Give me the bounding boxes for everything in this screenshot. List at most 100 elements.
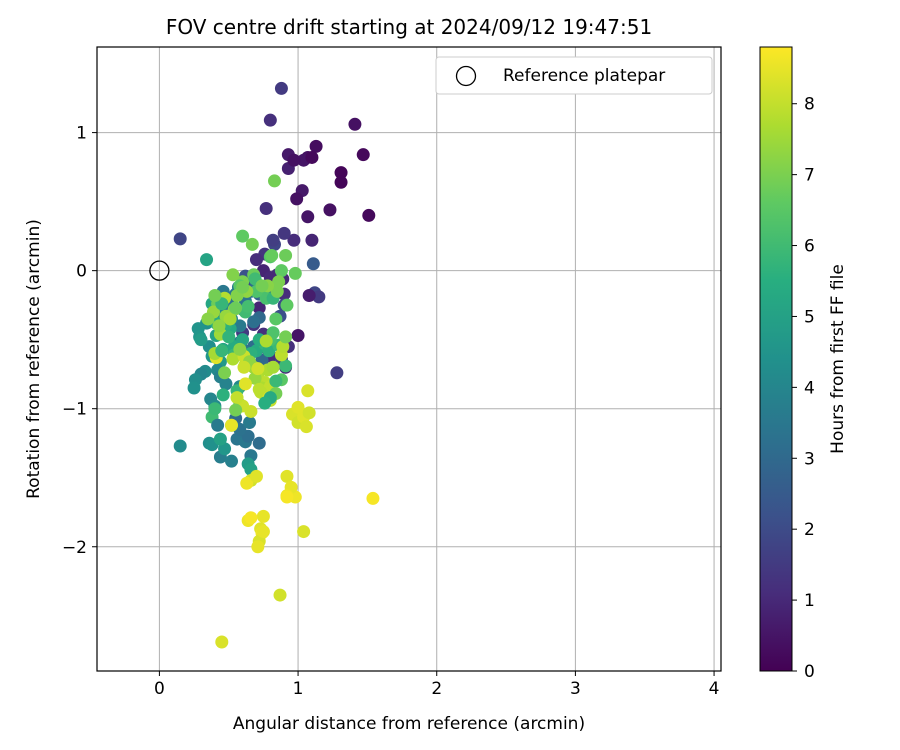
scatter-point: [366, 491, 380, 505]
scatter-point: [269, 312, 283, 326]
scatter-point: [243, 416, 257, 430]
scatter-point: [301, 210, 315, 224]
x-tick-label: 0: [154, 679, 165, 699]
scatter-point: [280, 298, 294, 312]
scatter-point: [279, 248, 293, 262]
scatter-point: [273, 588, 287, 602]
colorbar-ticks: 0 1 2 3 4 5 6 7 8: [792, 95, 815, 682]
scatter-point: [274, 81, 288, 95]
x-axis-label: Angular distance from reference (arcmin): [233, 714, 585, 734]
colorbar: 0 1 2 3 4 5 6 7 8 Hours from first FF file: [759, 46, 848, 682]
scatter-point: [297, 525, 311, 539]
scatter-point: [312, 290, 326, 304]
scatter-point: [256, 525, 270, 539]
y-axis-label: Rotation from reference (arcmin): [24, 219, 44, 499]
scatter-point: [252, 301, 266, 315]
scatter-point: [247, 315, 261, 329]
scatter-point: [362, 208, 376, 222]
scatter-point: [229, 301, 243, 315]
scatter-point: [187, 381, 201, 395]
scatter-point: [236, 229, 250, 243]
scatter-point: [306, 257, 320, 271]
colorbar-tick-label: 3: [804, 449, 815, 469]
x-ticks: 0 1 2 3 4: [154, 671, 719, 699]
scatter-point: [200, 253, 214, 267]
scatter-point: [173, 232, 187, 246]
points: [149, 81, 380, 649]
scatter-point: [256, 509, 270, 523]
scatter-point: [287, 233, 301, 247]
scatter-point: [173, 439, 187, 453]
scatter-point: [266, 360, 280, 374]
x-tick-label: 1: [293, 679, 304, 699]
colorbar-tick-label: 7: [804, 166, 815, 186]
scatter-point: [229, 403, 243, 417]
scatter-point: [330, 366, 344, 380]
scatter-point: [270, 284, 284, 298]
scatter-point: [356, 148, 370, 162]
y-tick-label: 0: [76, 262, 87, 282]
scatter-point: [213, 432, 227, 446]
scatter-point: [208, 288, 222, 302]
scatter-point: [201, 312, 215, 326]
y-tick-label: −2: [62, 538, 87, 558]
scatter-point: [291, 400, 305, 414]
scatter-point: [223, 312, 237, 326]
scatter-point: [218, 366, 232, 380]
scatter-point: [266, 233, 280, 247]
scatter-point: [215, 344, 229, 358]
scatter-point: [222, 330, 236, 344]
scatter-point: [288, 266, 302, 280]
y-tick-label: 1: [76, 124, 87, 144]
scatter-point: [302, 406, 316, 420]
y-tick-label: −1: [62, 400, 87, 420]
grid: [97, 47, 721, 671]
scatter-point: [309, 139, 323, 153]
scatter-point: [194, 333, 208, 347]
scatter-point: [334, 166, 348, 180]
reference-point-marker: [149, 260, 170, 281]
scatter-point: [251, 362, 265, 376]
scatter-point: [265, 248, 279, 262]
colorbar-tick-label: 8: [804, 95, 815, 115]
scatter-point: [236, 280, 250, 294]
scatter-point: [279, 330, 293, 344]
scatter-point: [272, 275, 286, 289]
legend-entry: Reference platepar: [503, 66, 665, 86]
scatter-point: [249, 253, 263, 267]
scatter-point: [323, 203, 337, 217]
scatter-point: [263, 113, 277, 127]
scatter-point: [212, 319, 226, 333]
scatter-point: [305, 233, 319, 247]
scatter-point: [252, 436, 266, 450]
scatter-point: [280, 490, 294, 504]
plot-frame: [96, 46, 722, 672]
scatter-point: [269, 374, 283, 388]
scatter-point: [240, 476, 254, 490]
scatter-point: [208, 402, 222, 416]
chart-title: FOV centre drift starting at 2024/09/12 …: [166, 15, 652, 39]
scatter-point: [279, 359, 293, 373]
colorbar-tick-label: 6: [804, 237, 815, 257]
x-tick-label: 3: [570, 679, 581, 699]
scatter-point: [225, 454, 239, 468]
scatter-point: [291, 329, 305, 343]
legend-marker: [455, 65, 477, 87]
scatter-point: [277, 226, 291, 240]
scatter-point: [241, 300, 255, 314]
scatter-point: [258, 396, 272, 410]
colorbar-gradient: [759, 46, 793, 672]
scatter-point: [245, 237, 259, 251]
scatter-point: [334, 175, 348, 189]
colorbar-tick-label: 5: [804, 307, 815, 327]
scatter-point: [251, 540, 265, 554]
scatter-point: [219, 377, 233, 391]
scatter-point: [305, 150, 319, 164]
scatter-point: [259, 334, 273, 348]
scatter-point: [267, 174, 281, 188]
scatter-point: [301, 384, 315, 398]
scatter-point: [290, 192, 304, 206]
scatter-point: [211, 418, 225, 432]
scatter-point: [287, 153, 301, 167]
